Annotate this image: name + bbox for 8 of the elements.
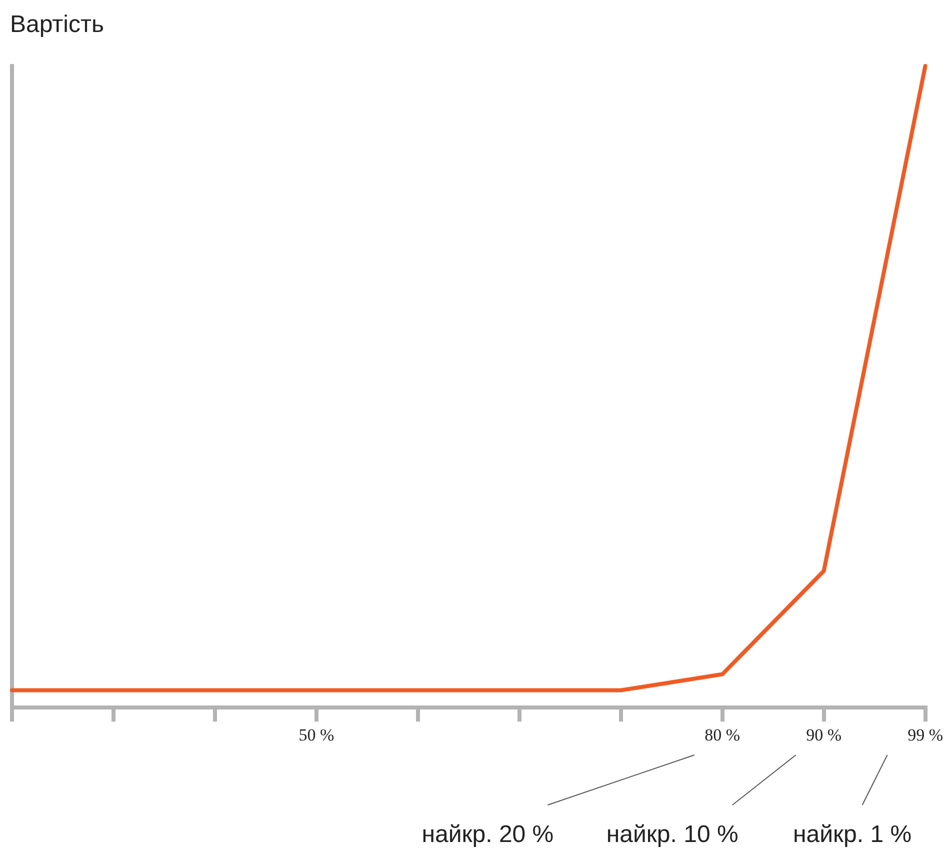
text: найкр. 10 % [606,821,738,848]
y-axis-title: Вартість [10,11,104,38]
text: найкр. 20 % [422,821,554,848]
x-tick-label: 80 % [704,725,740,744]
text: найкр. 1 % [793,821,912,848]
x-tick-label: 99 % [908,725,944,744]
x-tick-label: 50 % [298,725,334,744]
x-tick-label: 90 % [806,725,842,744]
